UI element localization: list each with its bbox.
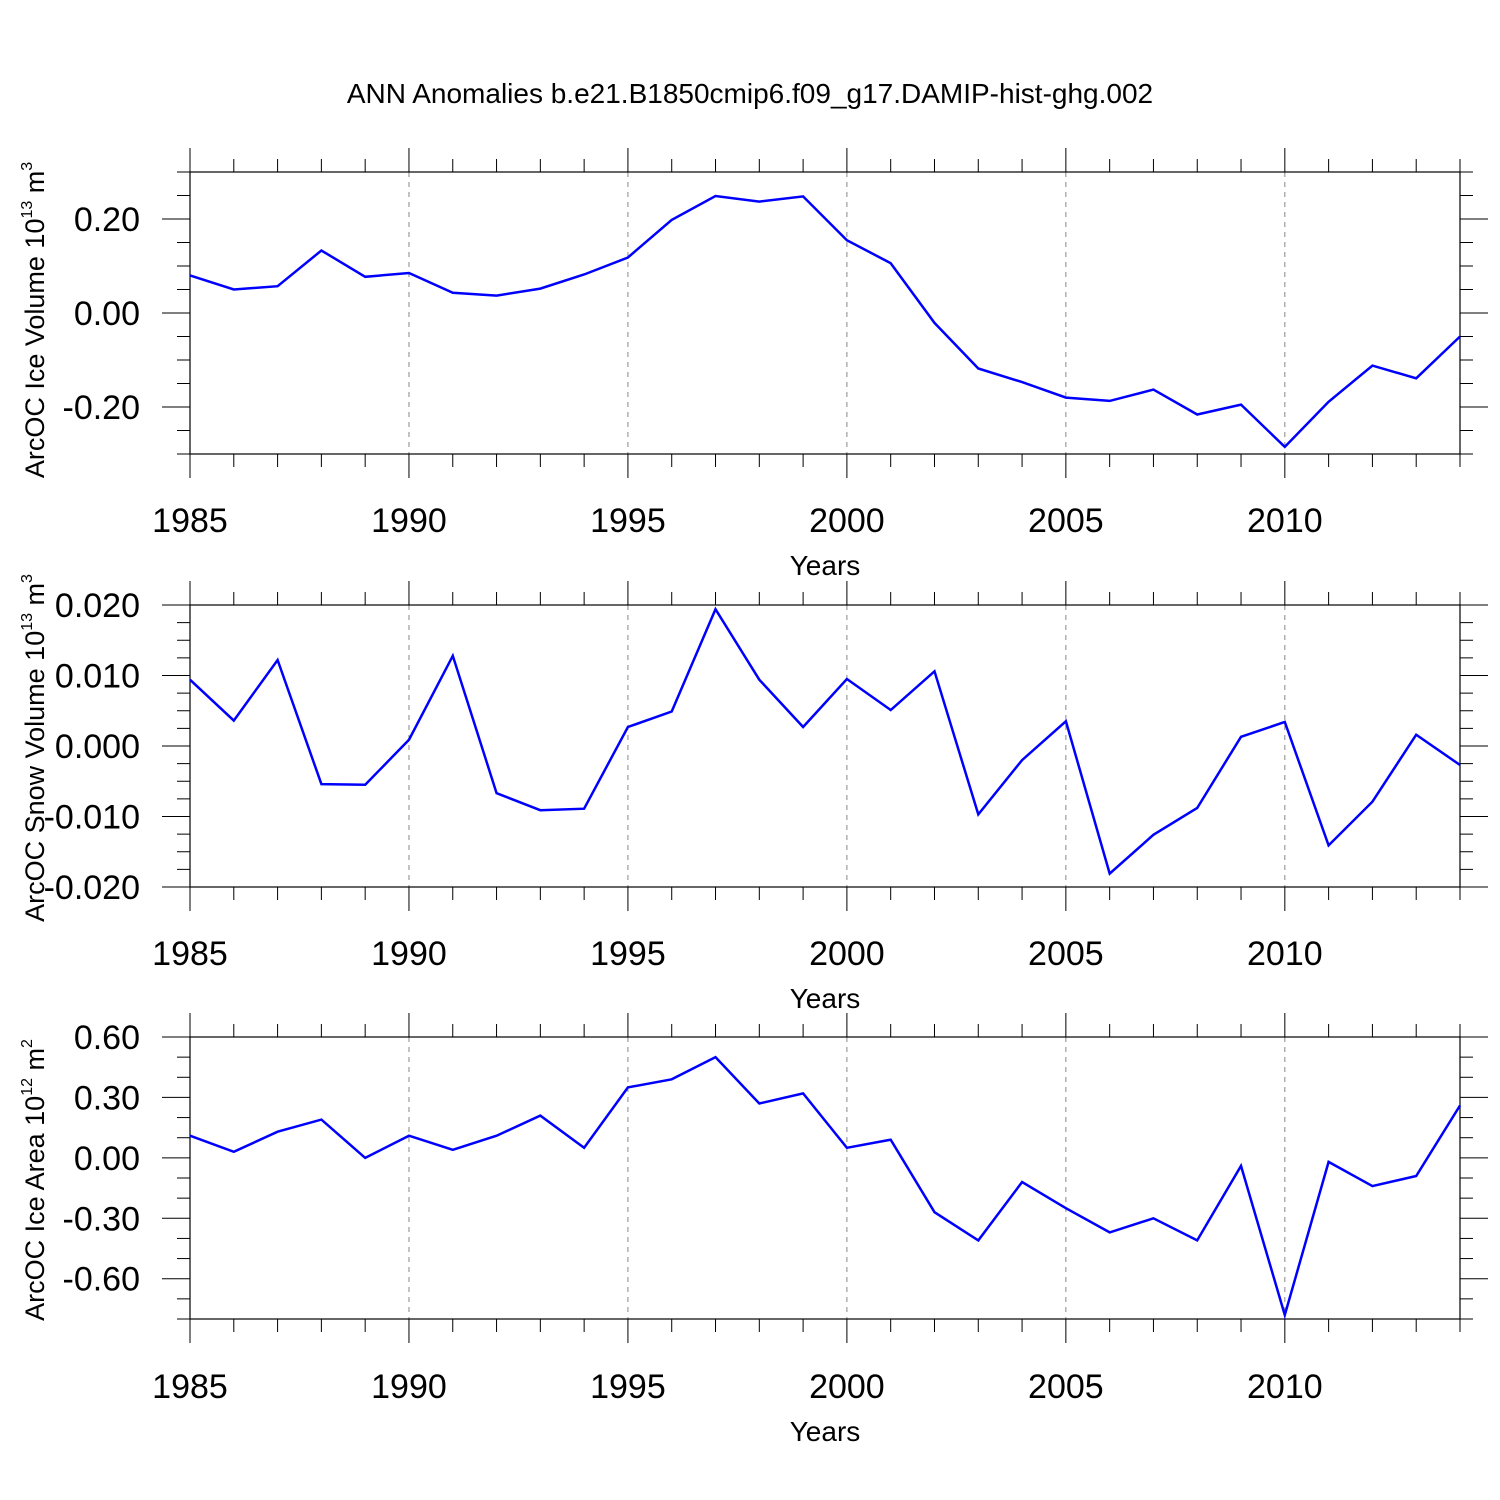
x-tick-label: 2010 (1247, 1368, 1323, 1406)
page-title: ANN Anomalies b.e21.B1850cmip6.f09_g17.D… (346, 78, 1154, 109)
series-line (189, 194, 1461, 449)
y-axis-title: ArcOC Ice Volume 1013 m3 (19, 162, 50, 478)
x-tick-label: 1985 (152, 935, 228, 973)
series-line (189, 606, 1461, 876)
y-tick-label: -0.60 (63, 1261, 141, 1299)
x-tick-label: 1995 (590, 935, 666, 973)
y-tick-label: 0.00 (74, 1140, 140, 1178)
y-tick-label: 0.60 (74, 1019, 140, 1057)
x-tick-label: 2005 (1028, 502, 1104, 540)
y-tick-label: -0.30 (63, 1200, 141, 1238)
panel-3: -0.60 -0.30 0.00 0.30 0.60 1985 1990 1995 2000 20… (19, 1013, 1488, 1447)
plot-frame (189, 604, 1461, 888)
y-tick-label: 0.00 (74, 295, 140, 333)
y-tick-label: -0.20 (63, 389, 141, 427)
plot-frame (189, 171, 1461, 455)
y-axis-title: ArcOC Snow Volume 1013 m3 (19, 574, 50, 922)
series-line (189, 1055, 1462, 1320)
y-axis-title: ArcOC Ice Area 1012 m2 (19, 1039, 50, 1321)
x-tick-label: 2010 (1247, 935, 1323, 973)
y-tick-label: -0.010 (44, 799, 140, 837)
x-tick-label: 1990 (371, 502, 447, 540)
panel-1: -0.20 0.00 0.20 1985 1990 1995 2000 2005 2010 Yea… (19, 148, 1488, 581)
x-tick-label: 1995 (590, 1368, 666, 1406)
x-axis-title: Years (790, 1416, 861, 1447)
y-tick-label: -0.020 (44, 869, 140, 907)
x-axis-title: Years (790, 983, 861, 1014)
x-tick-label: 2000 (809, 1368, 885, 1406)
x-tick-label: 2005 (1028, 935, 1104, 973)
x-tick-label: 1995 (590, 502, 666, 540)
x-tick-label: 1985 (152, 502, 228, 540)
x-tick-label: 2000 (809, 935, 885, 973)
y-tick-label: 0.000 (55, 728, 140, 766)
y-tick-label: 0.020 (55, 587, 140, 625)
plot-frame (189, 1036, 1461, 1320)
panel-2: -0.020 -0.010 0.000 0.010 0.020 1985 1990 1995 2… (19, 574, 1488, 1014)
x-tick-label: 1990 (371, 935, 447, 973)
y-tick-label: 0.20 (74, 201, 140, 239)
x-axis-title: Years (790, 550, 861, 581)
x-tick-label: 2010 (1247, 502, 1323, 540)
y-tick-label: 0.010 (55, 658, 140, 696)
x-tick-label: 2000 (809, 502, 885, 540)
y-tick-label: 0.30 (74, 1079, 140, 1117)
x-tick-label: 1990 (371, 1368, 447, 1406)
x-tick-label: 1985 (152, 1368, 228, 1406)
x-tick-label: 2005 (1028, 1368, 1104, 1406)
